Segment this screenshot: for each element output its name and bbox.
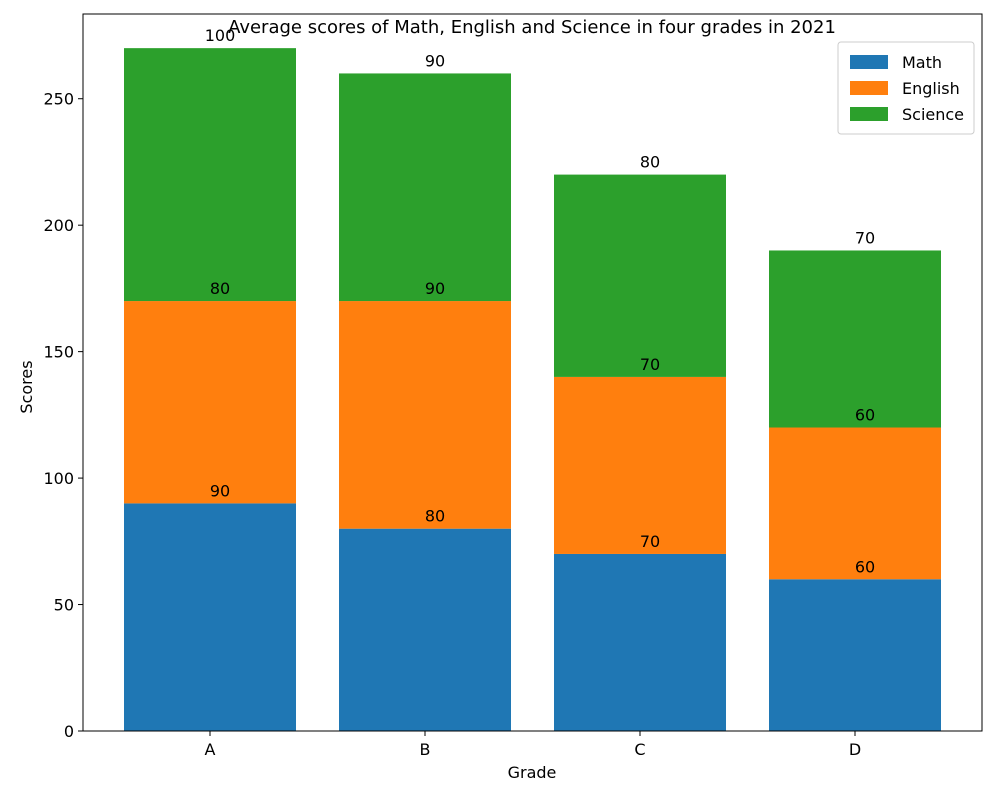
bar-science-b: [339, 73, 511, 302]
bar-math-a: [124, 503, 296, 731]
y-tick-label-150: 150: [43, 343, 74, 362]
legend-label-science: Science: [902, 105, 964, 124]
bar-english-d: [769, 427, 941, 580]
bar-science-a: [124, 48, 296, 302]
x-axis: A B C D: [205, 731, 861, 759]
data-label-science-a: 100: [205, 26, 236, 45]
legend-swatch-math: [850, 55, 888, 69]
data-label-science-b: 90: [425, 51, 445, 70]
data-label-math-c: 70: [640, 532, 660, 551]
bar-science-d: [769, 250, 941, 428]
data-label-english-b: 90: [425, 279, 445, 298]
legend-label-math: Math: [902, 53, 942, 72]
x-tick-label-b: B: [420, 740, 431, 759]
y-tick-label-250: 250: [43, 90, 74, 109]
y-tick-label-100: 100: [43, 469, 74, 488]
data-label-science-c: 80: [640, 153, 660, 172]
x-tick-label-a: A: [205, 740, 216, 759]
data-label-english-d: 60: [855, 406, 875, 425]
data-label-math-b: 80: [425, 507, 445, 526]
bars-layer: [124, 48, 941, 731]
y-tick-label-200: 200: [43, 216, 74, 235]
data-label-math-a: 90: [210, 481, 230, 500]
bar-math-c: [554, 553, 726, 731]
legend-label-english: English: [902, 79, 960, 98]
data-label-science-d: 70: [855, 228, 875, 247]
legend-swatch-science: [850, 107, 888, 121]
data-label-english-c: 70: [640, 355, 660, 374]
chart-title: Average scores of Math, English and Scie…: [228, 17, 836, 38]
y-tick-label-50: 50: [54, 596, 74, 615]
x-tick-label-d: D: [849, 740, 861, 759]
y-axis-label: Scores: [17, 360, 36, 413]
y-axis: 0 50 100 150 200 250: [43, 90, 83, 741]
bar-english-b: [339, 301, 511, 529]
legend-swatch-english: [850, 81, 888, 95]
data-label-english-a: 80: [210, 279, 230, 298]
x-axis-label: Grade: [508, 763, 557, 782]
plot-frame: [82, 13, 983, 732]
y-tick-label-0: 0: [64, 722, 74, 741]
bar-math-d: [769, 579, 941, 731]
x-tick-label-c: C: [634, 740, 645, 759]
data-labels-layer: 90 80 70 60 80 90 70 60 100 90 80 70: [205, 26, 875, 576]
legend: Math English Science: [837, 41, 975, 135]
bar-english-c: [554, 376, 726, 554]
bar-math-b: [339, 528, 511, 731]
bar-science-c: [554, 174, 726, 377]
bar-english-a: [124, 301, 296, 504]
data-label-math-d: 60: [855, 557, 875, 576]
